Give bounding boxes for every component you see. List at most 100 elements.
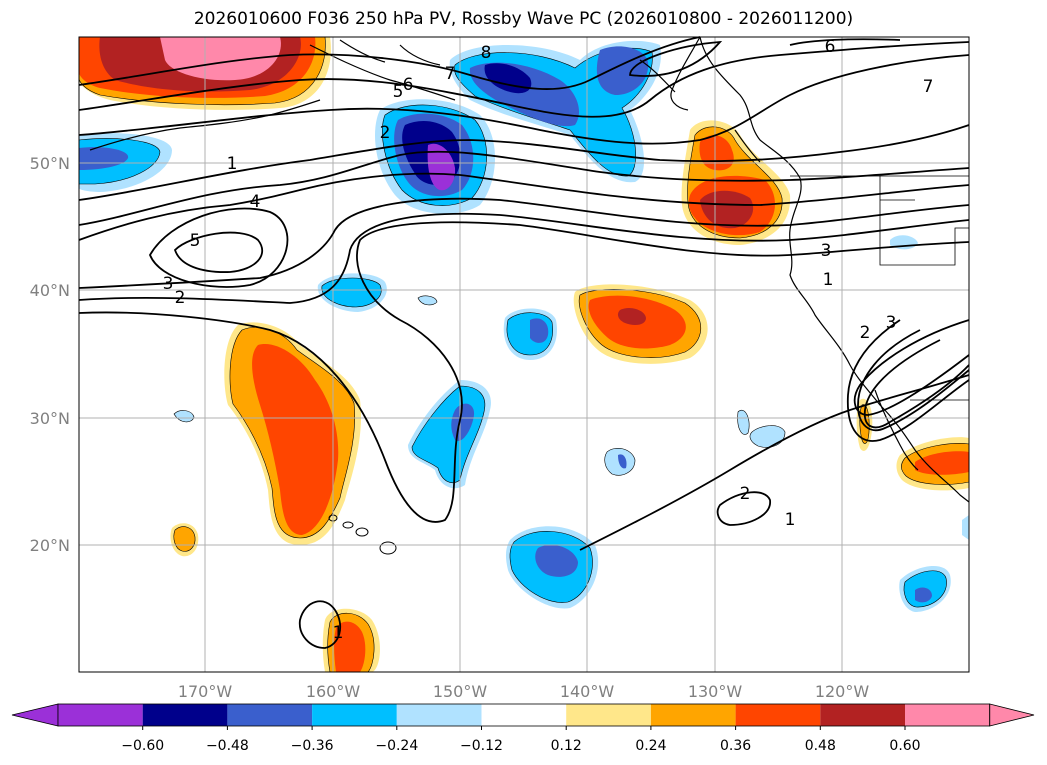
colorbar-bin [566,704,651,726]
pv-contour-line [78,36,701,90]
contour-label: 2 [175,288,186,308]
contour-label: 1 [227,154,238,174]
coastline-segment [670,36,701,111]
contour-label: 3 [886,313,897,333]
latitude-labels: 50°N 40°N 30°N 20°N [30,154,70,555]
colorbar-bin [396,704,482,726]
lon-label: 160°W [306,682,361,701]
colorbar-tick-label: 0.48 [805,738,836,754]
contour-label: 6 [825,37,836,57]
pv-contour-line [78,212,970,304]
map-frame [78,36,970,673]
anomaly-positive-mid [573,284,708,364]
coastline-segment [699,36,970,503]
contour-label: 3 [163,274,174,294]
pv-contour-line [173,231,264,273]
pv-contour-line [78,172,970,241]
pv-contour-line [789,38,901,46]
contour-label: 2 [860,323,871,343]
anomaly-negative-b [503,308,557,360]
colorbar [11,703,1035,727]
colorbar-tick-label: −0.12 [460,738,503,754]
pv-contour-line [149,207,289,288]
anomaly-negative-d [505,526,599,609]
colorbar-tick-label: 0.24 [635,738,666,754]
pc-filled-contours [78,36,970,673]
hawaii-island [355,527,369,537]
colorbar-outline [57,703,991,727]
contour-label: 3 [821,241,832,261]
colorbar-tick-label: −0.24 [375,738,418,754]
anomaly-negative-f [173,235,969,540]
pv-contour-line [579,374,970,551]
colorbar-tick-label: 0.12 [551,738,582,754]
colorbar-extend-max [989,703,1035,727]
anomaly-negative-c [408,380,491,489]
colorbar-bin [58,704,143,726]
pv-contour-line [78,54,970,145]
pv-contour-line [629,40,723,77]
pv-contour-line [857,329,970,432]
lon-label: 140°W [560,682,615,701]
pv-contour-line [298,600,342,649]
anomaly-positive-nw [78,36,331,110]
colorbar-tick-label: 0.36 [720,738,751,754]
coastlines [89,36,970,555]
lon-label: 150°W [433,682,488,701]
lat-label: 30°N [30,409,70,428]
gridlines [79,37,969,672]
colorbar-extend-min [11,703,59,727]
colorbar-tick-label: −0.36 [291,738,334,754]
contour-label: 1 [333,623,344,643]
anomaly-negative-e [899,565,951,612]
coastline-segment [89,99,321,151]
hawaii-island [379,541,397,555]
lat-label: 20°N [30,536,70,555]
contour-label: 5 [393,82,404,102]
longitude-labels: 170°W 160°W 150°W 140°W 130°W 120°W [178,682,870,701]
colorbar-tick-label: −0.48 [206,738,249,754]
contour-label: 2 [740,484,751,504]
lat-label: 40°N [30,281,70,300]
coastline-segment [399,44,441,66]
anomaly-negative-a [317,273,387,312]
coastline-segment [639,59,676,93]
contour-label: 5 [190,231,201,251]
colorbar-bin [735,704,821,726]
contour-label: 7 [445,64,456,84]
pv-contour-line [853,319,970,416]
pv-contour-line [78,221,970,523]
anomaly-positive-s [322,608,380,673]
contour-label: 6 [403,75,414,95]
colorbar-bin [650,704,736,726]
contour-label: 2 [380,123,391,143]
anomaly-positive-ne [681,120,791,245]
pv-contour-line [847,319,970,442]
lat-label: 50°N [30,154,70,173]
anomaly-positive-sw [224,322,362,545]
colorbar-bin [227,704,313,726]
contour-label: 4 [250,192,261,212]
lon-label: 120°W [815,682,870,701]
pv-contour-line [78,124,970,201]
contour-label: 1 [823,270,834,290]
colorbar-bin [905,704,990,726]
lon-label: 130°W [688,682,743,701]
contour-label: 8 [481,43,492,63]
pv-contours [78,36,970,649]
contour-label: 7 [923,77,934,97]
colorbar-bin [820,704,905,726]
hawaii-island [342,521,354,529]
pv-contour-line [78,197,970,289]
colorbar-tick-label: 0.60 [889,738,920,754]
colorbar-tick-label: −0.60 [121,738,164,754]
pv-contour-line [716,491,771,526]
lon-label: 170°W [178,682,233,701]
pv-contour-line [863,339,970,429]
colorbar-bin [481,704,567,726]
coastline-segment [339,39,386,63]
coastline-segment [874,389,919,471]
anomaly-negative-ne [449,40,661,183]
pv-contour-line [78,150,970,226]
